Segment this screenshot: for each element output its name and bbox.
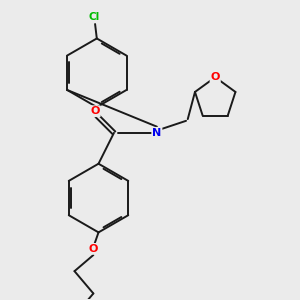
Text: O: O [211, 72, 220, 82]
Text: O: O [89, 244, 98, 254]
Text: Cl: Cl [89, 12, 100, 22]
Text: N: N [152, 128, 161, 138]
Text: O: O [90, 106, 100, 116]
